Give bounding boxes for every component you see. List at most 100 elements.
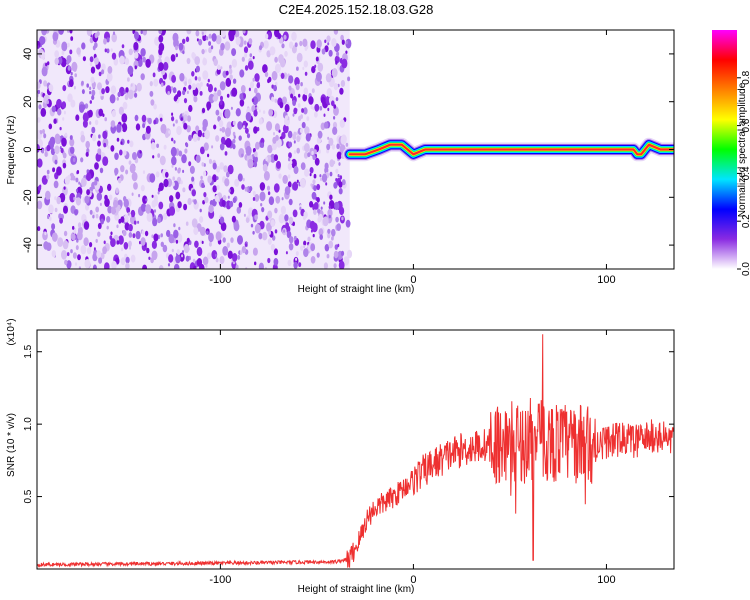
noise-speckle: [193, 199, 197, 205]
noise-speckle: [103, 38, 107, 45]
noise-speckle: [57, 237, 64, 248]
noise-speckle: [220, 95, 223, 101]
noise-speckle: [246, 133, 251, 139]
noise-speckle: [306, 116, 310, 121]
noise-speckle: [54, 159, 58, 165]
noise-speckle: [283, 34, 287, 40]
noise-speckle: [308, 96, 314, 105]
noise-speckle: [133, 220, 137, 225]
noise-speckle: [82, 56, 86, 62]
noise-speckle: [248, 126, 251, 130]
noise-speckle: [103, 240, 106, 245]
noise-speckle: [229, 64, 232, 70]
noise-speckle: [153, 194, 158, 202]
noise-speckle: [254, 194, 260, 202]
noise-speckle: [153, 119, 157, 125]
noise-speckle: [109, 194, 113, 201]
noise-speckle: [58, 30, 64, 35]
noise-speckle: [83, 221, 90, 230]
noise-speckle: [310, 243, 316, 252]
noise-speckle: [333, 182, 338, 189]
noise-speckle: [41, 148, 45, 154]
noise-speckle: [284, 186, 291, 196]
noise-speckle: [182, 250, 184, 254]
noise-speckle: [45, 190, 51, 200]
noise-speckle: [89, 62, 93, 67]
noise-speckle: [221, 126, 226, 133]
snr-scale-label: (x10⁴): [6, 318, 17, 345]
noise-speckle: [333, 83, 339, 91]
noise-speckle: [187, 115, 191, 122]
noise-speckle: [46, 100, 49, 105]
noise-speckle: [229, 186, 235, 195]
noise-speckle: [149, 173, 156, 183]
noise-speckle: [244, 186, 248, 192]
noise-speckle: [311, 191, 317, 200]
noise-speckle: [243, 46, 249, 54]
noise-speckle: [320, 96, 326, 104]
noise-speckle: [341, 39, 345, 45]
noise-speckle: [327, 42, 330, 46]
noise-speckle: [249, 81, 255, 89]
noise-speckle: [46, 174, 50, 180]
noise-speckle: [288, 198, 293, 206]
noise-speckle: [281, 197, 284, 201]
noise-speckle: [327, 136, 330, 140]
noise-speckle: [162, 244, 168, 253]
noise-speckle: [197, 129, 203, 138]
noise-speckle: [182, 38, 186, 44]
noise-speckle: [316, 183, 321, 191]
noise-speckle: [105, 86, 110, 94]
noise-speckle: [130, 83, 133, 87]
noise-speckle: [104, 262, 110, 269]
noise-speckle: [121, 44, 125, 49]
noise-speckle: [85, 140, 90, 149]
noise-speckle: [272, 136, 277, 144]
noise-speckle: [292, 209, 298, 218]
noise-speckle: [163, 61, 169, 71]
noise-speckle: [64, 176, 70, 185]
noise-speckle: [71, 233, 76, 241]
noise-speckle: [110, 145, 115, 152]
noise-speckle: [233, 135, 236, 139]
noise-speckle: [325, 182, 328, 186]
noise-speckle: [296, 147, 301, 154]
noise-speckle: [182, 169, 185, 173]
noise-speckle: [323, 113, 326, 117]
noise-speckle: [253, 126, 258, 134]
noise-speckle: [304, 46, 308, 51]
noise-speckle: [52, 167, 56, 173]
noise-speckle: [107, 145, 110, 149]
noise-speckle: [226, 171, 230, 178]
noise-speckle: [274, 56, 278, 63]
noise-speckle: [86, 30, 93, 37]
noise-speckle: [67, 93, 73, 103]
noise-speckle: [327, 228, 331, 234]
noise-speckle: [191, 176, 195, 182]
noise-speckle: [72, 175, 76, 181]
noise-speckle: [329, 159, 335, 168]
noise-speckle: [200, 175, 203, 180]
noise-speckle: [121, 113, 128, 123]
noise-speckle: [128, 48, 133, 56]
noise-speckle: [305, 133, 311, 142]
noise-speckle: [142, 30, 147, 36]
noise-speckle: [225, 127, 231, 137]
noise-speckle: [185, 221, 189, 226]
noise-speckle: [96, 192, 103, 201]
noise-speckle: [47, 214, 50, 220]
noise-speckle: [37, 45, 40, 49]
noise-speckle: [255, 141, 260, 150]
noise-speckle: [302, 38, 308, 47]
noise-speckle: [206, 230, 209, 235]
noise-speckle: [153, 209, 157, 213]
noise-speckle: [196, 246, 203, 257]
noise-speckle: [160, 233, 163, 238]
noise-speckle: [75, 245, 79, 251]
noise-speckle: [319, 106, 323, 111]
noise-speckle: [339, 119, 345, 128]
noise-speckle: [320, 206, 323, 210]
noise-speckle: [274, 123, 280, 132]
noise-speckle: [171, 156, 177, 166]
noise-speckle: [291, 31, 297, 41]
